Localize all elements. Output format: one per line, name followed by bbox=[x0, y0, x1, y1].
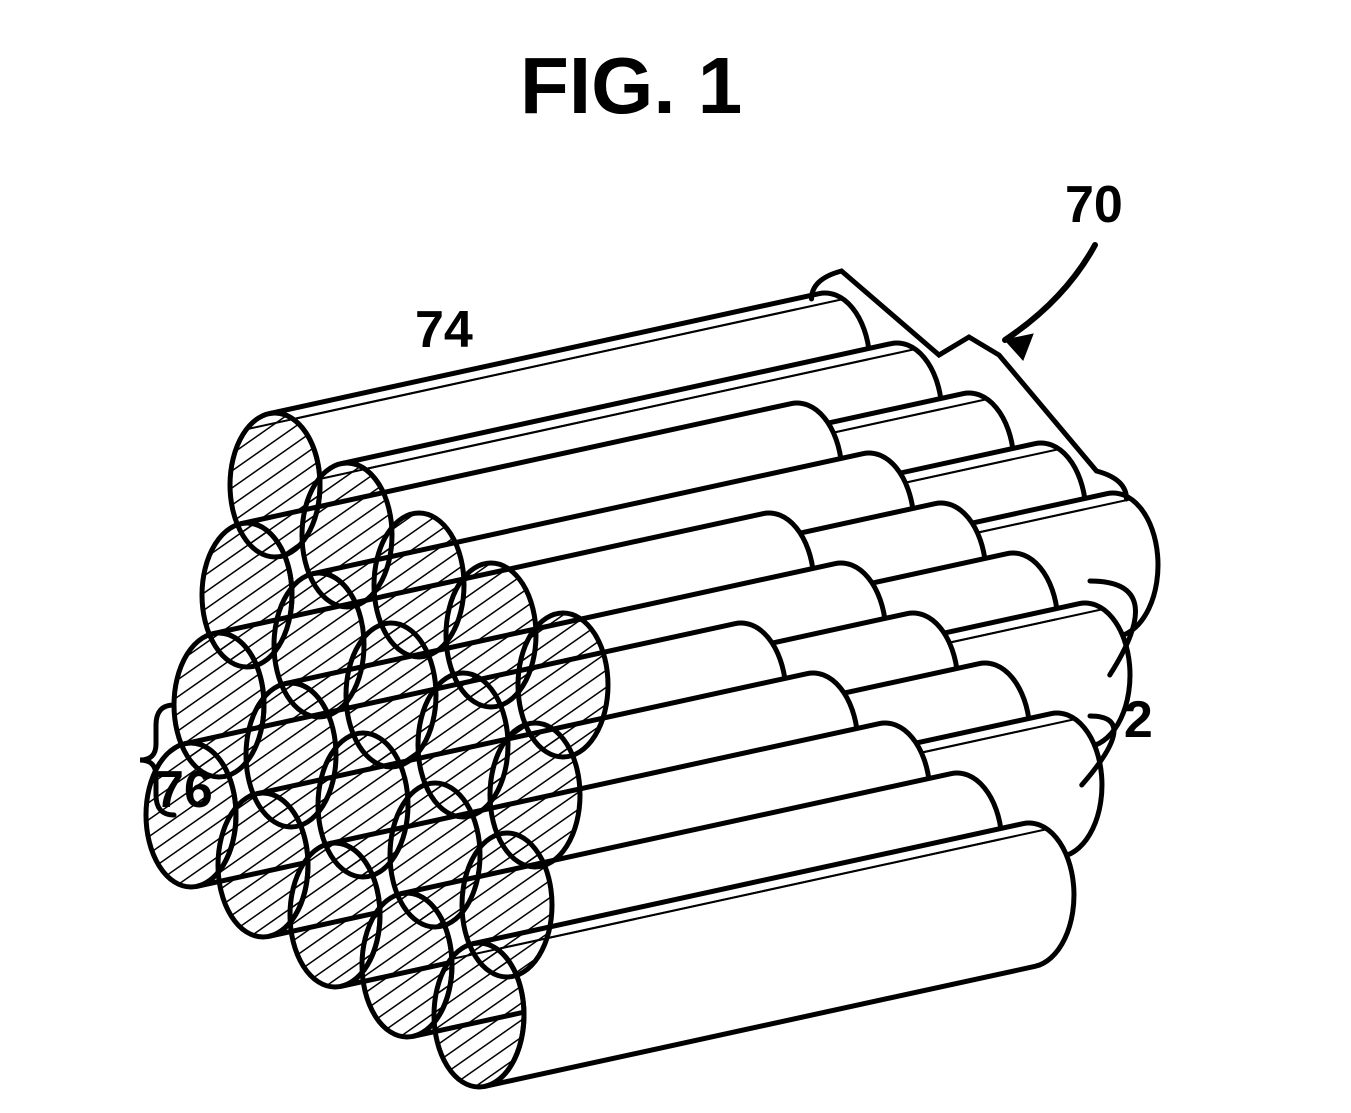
drawing-group bbox=[146, 293, 1158, 1087]
patent-figure-svg bbox=[0, 0, 1351, 1113]
figure-stage: FIG. 1 70 74 72 72 76 bbox=[0, 0, 1351, 1113]
rod-end-face bbox=[434, 943, 524, 1087]
leader-70 bbox=[1005, 245, 1095, 340]
